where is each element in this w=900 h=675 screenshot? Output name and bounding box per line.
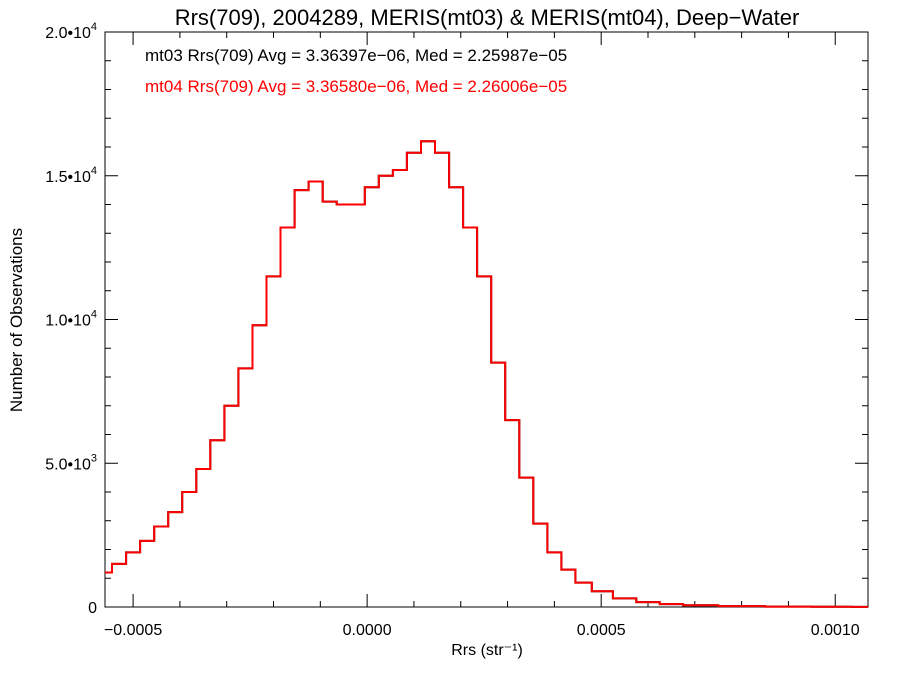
- y-tick-exponent: 3: [91, 452, 97, 464]
- y-tick-label: 2.0•104: [45, 21, 97, 42]
- y-tick-label: 1.0•104: [45, 309, 97, 330]
- annotation-mt03: mt03 Rrs(709) Avg = 3.36397e−06, Med = 2…: [145, 46, 567, 65]
- x-axis-ticks: −0.0005 0.0000 0.0005 0.0010: [104, 32, 860, 639]
- y-tick-label: 5.0•103: [45, 452, 97, 473]
- y-tick-mantissa: 5.0•10: [45, 456, 91, 473]
- y-tick-mantissa: 1.0•10: [45, 313, 91, 330]
- y-tick-exponent: 4: [91, 165, 97, 177]
- y-tick-label: 0: [88, 600, 97, 617]
- series-layer: [105, 140, 868, 608]
- x-tick-label: 0.0005: [577, 622, 626, 639]
- y-tick-label: 1.5•104: [45, 165, 97, 186]
- y-tick-exponent: 4: [91, 309, 97, 321]
- x-tick-label: 0.0010: [811, 622, 860, 639]
- chart-title: Rrs(709), 2004289, MERIS(mt03) & MERIS(m…: [175, 5, 800, 30]
- y-tick-mantissa: 0: [88, 600, 97, 617]
- x-tick-label: −0.0005: [104, 622, 162, 639]
- x-axis-label: Rrs (str⁻¹): [451, 642, 523, 659]
- y-tick-mantissa: 1.5•10: [45, 169, 91, 186]
- y-tick-mantissa: 2.0•10: [45, 25, 91, 42]
- series-mt04-line: [105, 140, 868, 608]
- y-tick-exponent: 4: [91, 21, 97, 33]
- y-axis-label: Number of Observations: [7, 228, 26, 412]
- x-tick-label: 0.0000: [343, 622, 392, 639]
- annotation-mt04: mt04 Rrs(709) Avg = 3.36580e−06, Med = 2…: [145, 77, 567, 96]
